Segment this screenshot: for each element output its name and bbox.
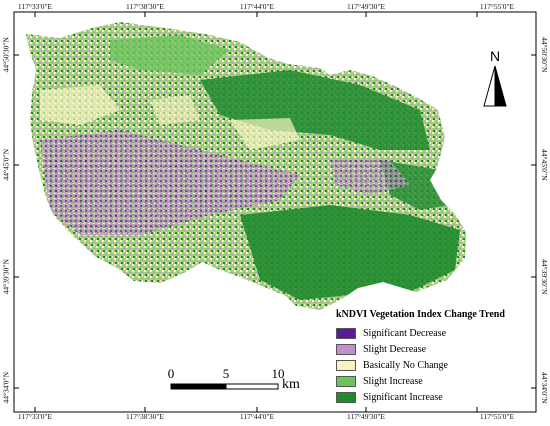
scale-label: 0 [167, 366, 175, 381]
grid-label-top: 117°55'0"E [479, 2, 515, 11]
grid-label-top: 117°49'30"E [347, 2, 385, 11]
legend-title: kNDVI Vegetation Index Change Trend [336, 309, 505, 320]
grid-label-right: 44°34'0"N [539, 371, 549, 404]
legend-item: Slight Decrease [336, 341, 536, 357]
scale-label: 5 [222, 366, 230, 381]
scale-bar-graphic [170, 383, 279, 390]
grid-label-top: 117°38'30"E [126, 2, 164, 11]
legend-item: Basically No Change [336, 357, 536, 373]
grid-label-left: 44°39'30"N [1, 259, 11, 295]
legend-item: Slight Increase [336, 373, 536, 389]
legend-label: Slight Decrease [363, 343, 427, 355]
grid-label-right: 44°45'0"N [539, 148, 549, 181]
legend-label: Significant Increase [363, 391, 443, 403]
north-letter: N [489, 48, 501, 64]
scale-label: 10 [271, 366, 285, 381]
grid-label-left: 44°34'0"N [1, 371, 11, 404]
north-arrow: N [480, 48, 510, 110]
grid-label-top: 117°44'0"E [239, 2, 275, 11]
legend: kNDVI Vegetation Index Change Trend Sign… [336, 309, 536, 405]
grid-label-bottom: 117°33'0"E [17, 412, 53, 421]
legend-label: Slight Increase [363, 375, 423, 387]
legend-item: Significant Increase [336, 389, 536, 405]
grid-label-left: 44°45'0"N [1, 148, 11, 181]
scale-bar: 0 5 10 km [166, 366, 306, 396]
legend-swatch [336, 327, 356, 339]
legend-swatch [336, 391, 356, 403]
grid-label-right: 44°39'30"N [539, 259, 549, 295]
grid-label-bottom: 117°38'30"E [126, 412, 164, 421]
legend-swatch [336, 343, 356, 355]
legend-swatch [336, 359, 356, 371]
legend-swatch [336, 375, 356, 387]
grid-label-left: 44°50'30"N [1, 37, 11, 73]
grid-label-top: 117°33'0"E [17, 2, 53, 11]
legend-item: Significant Decrease [336, 325, 536, 341]
grid-label-bottom: 117°55'0"E [479, 412, 515, 421]
grid-label-right: 44°50'30"N [539, 37, 549, 73]
legend-label: Significant Decrease [363, 327, 447, 339]
scale-unit: km [282, 377, 300, 392]
north-arrow-icon [483, 65, 507, 107]
grid-label-bottom: 117°44'0"E [239, 412, 275, 421]
legend-label: Basically No Change [363, 359, 448, 371]
grid-label-bottom: 117°49'30"E [347, 412, 385, 421]
